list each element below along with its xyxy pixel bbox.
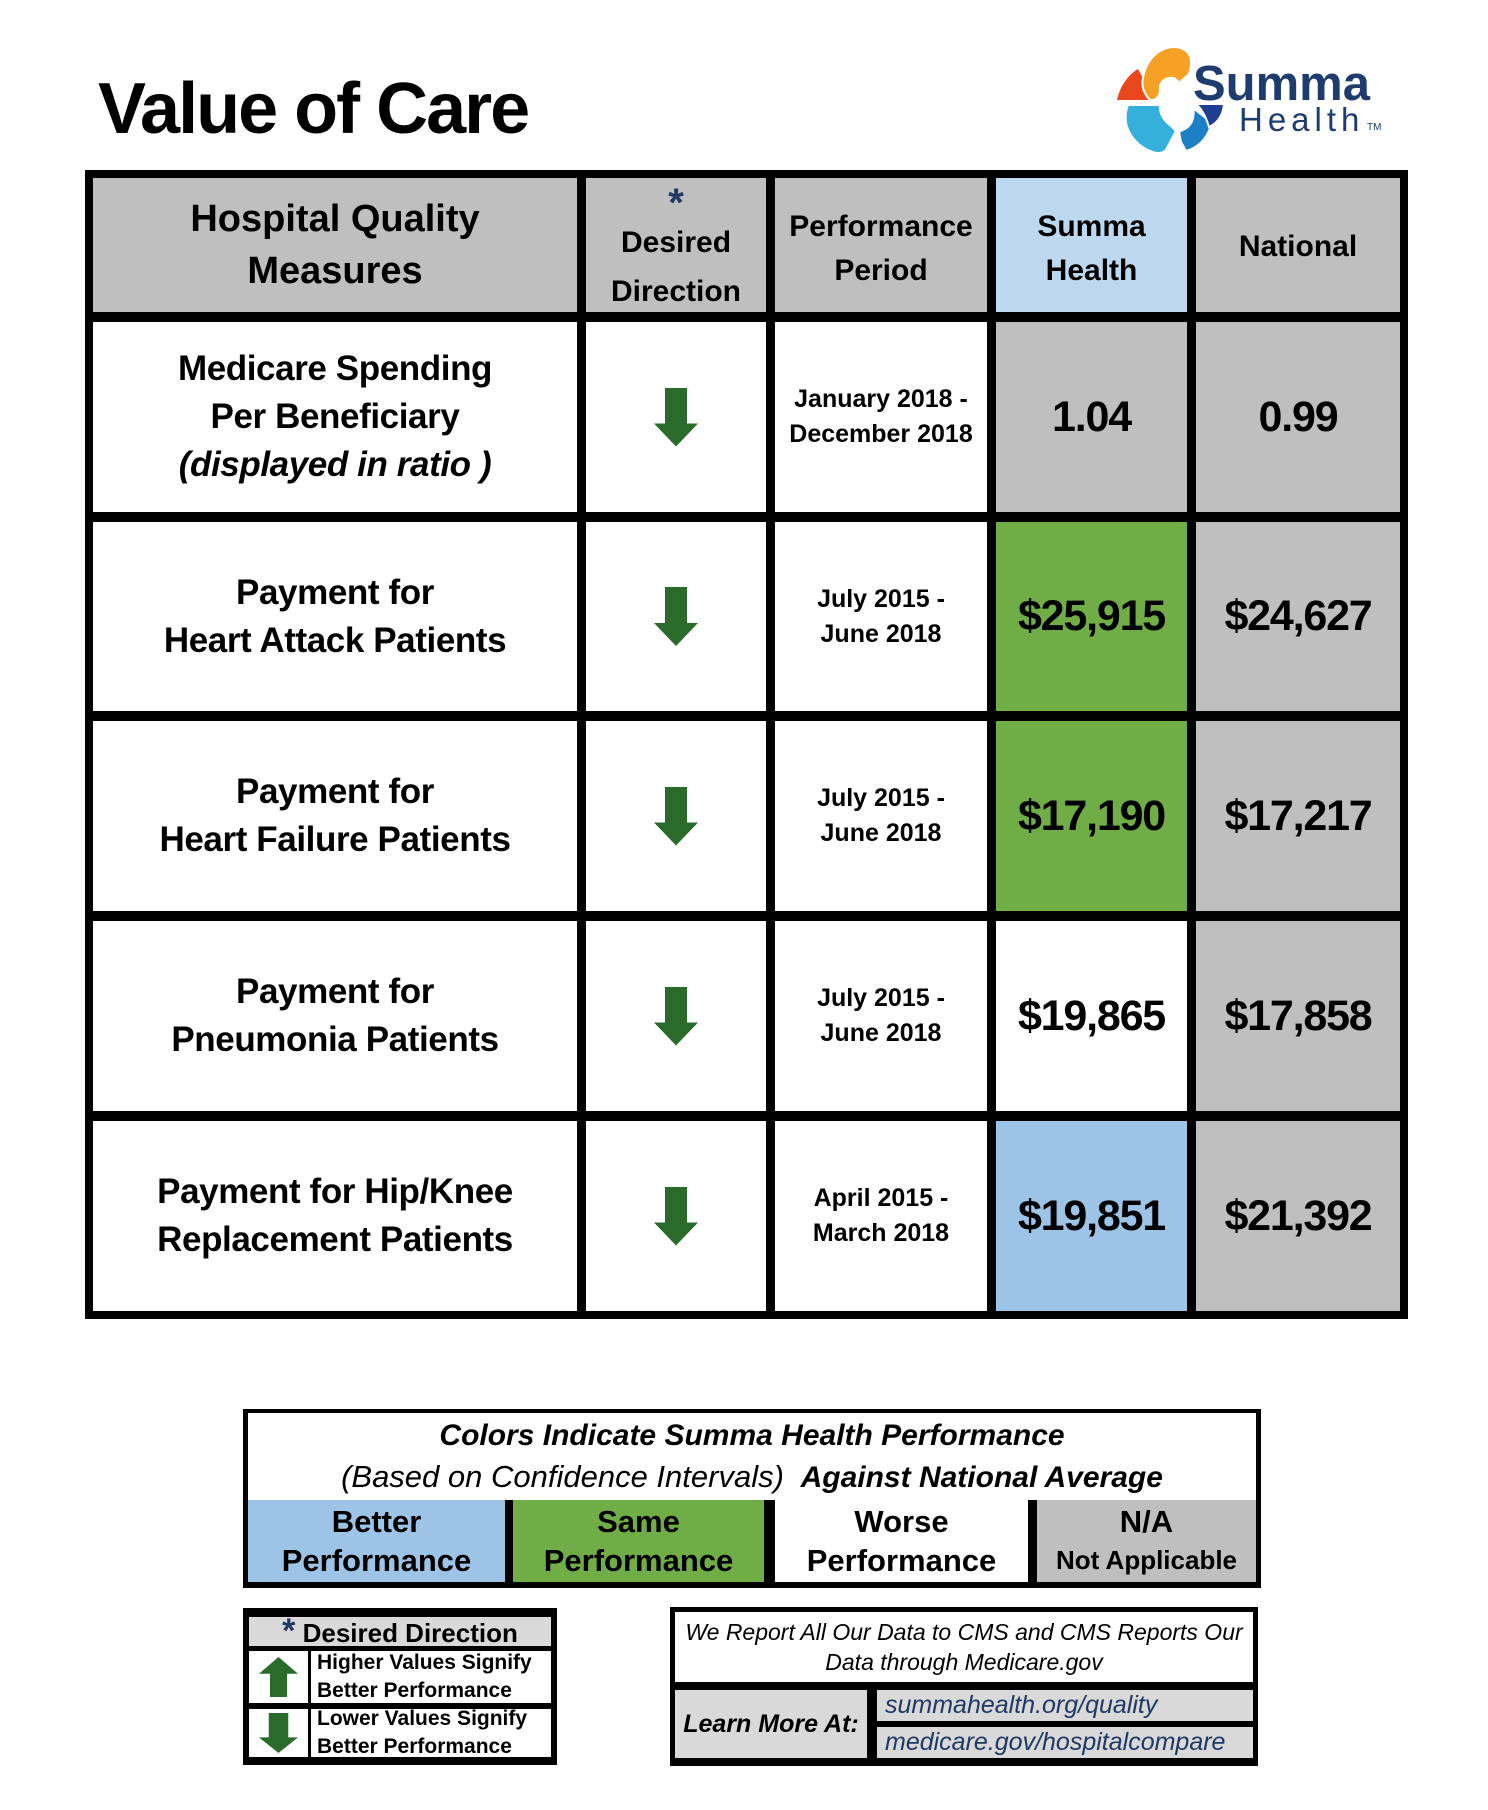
svg-text:Health: Health <box>1239 101 1364 138</box>
svg-text:TM: TM <box>1367 122 1381 133</box>
svg-text:Summa: Summa <box>1193 57 1371 111</box>
